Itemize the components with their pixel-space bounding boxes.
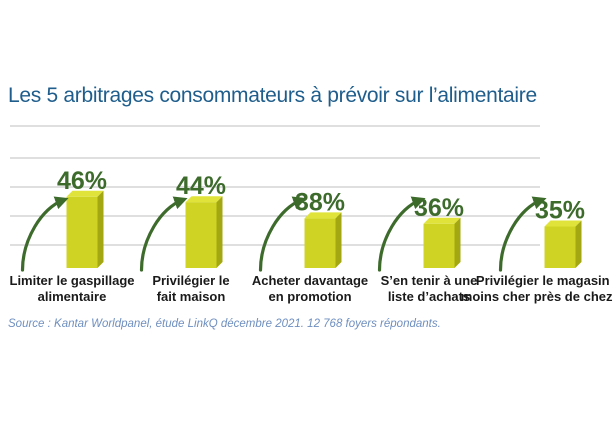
- category-label: Acheter davantage en promotion: [252, 273, 368, 304]
- bar: [304, 218, 336, 268]
- value-label: 38%: [295, 188, 345, 216]
- pointer-arrow: [258, 196, 307, 272]
- value-label: 44%: [176, 172, 226, 200]
- category-label-line: Acheter davantage: [252, 273, 368, 288]
- category-label-line: moins cher près de chez moi: [461, 289, 614, 304]
- bar-group: 44% Privilégier le fait maison: [139, 172, 230, 304]
- bar-side-face: [575, 220, 582, 268]
- bar-top-face: [185, 196, 223, 203]
- bar-side-face: [97, 190, 104, 268]
- bar-side-face: [216, 196, 223, 268]
- category-label-line: Privilégier le magasin le: [476, 273, 614, 288]
- bar-top-face: [423, 217, 461, 224]
- pointer-arrow: [139, 196, 188, 272]
- category-label-line: Limiter le gaspillage: [10, 273, 135, 288]
- category-label-line: fait maison: [157, 289, 226, 304]
- bar: [66, 196, 98, 268]
- category-label-line: en promotion: [268, 289, 351, 304]
- category-label-line: Privilégier le: [152, 273, 229, 288]
- bar-group: 35%Privilégier le magasin le moins cher p…: [461, 196, 614, 304]
- pointer-arrow: [20, 196, 69, 272]
- bar-side-face: [335, 212, 342, 268]
- bar-group: 36% S’en tenir à une liste d’achats: [377, 194, 478, 304]
- bar: [185, 202, 217, 268]
- value-label: 36%: [414, 194, 464, 222]
- bar: [423, 223, 455, 268]
- value-label: 46%: [57, 167, 107, 195]
- category-label: Limiter le gaspillage alimentaire: [10, 273, 135, 304]
- bar: [544, 226, 576, 268]
- bar-top-face: [304, 212, 342, 219]
- category-label-line: S’en tenir à une: [381, 273, 478, 288]
- category-label: Privilégier le fait maison: [152, 273, 229, 304]
- bar-top-face: [544, 220, 582, 227]
- category-label-line: liste d’achats: [388, 289, 470, 304]
- source-note: Source : Kantar Worldpanel, étude LinkQ …: [8, 318, 441, 330]
- pointer-arrow: [377, 196, 426, 272]
- category-label-line: alimentaire: [38, 289, 107, 304]
- category-label: S’en tenir à une liste d’achats: [381, 273, 478, 304]
- pointer-arrow: [498, 196, 547, 272]
- category-label: Privilégier le magasin le moins cher près…: [461, 273, 614, 304]
- bar-side-face: [454, 217, 461, 268]
- bar-group: 46% Limiter le gaspillage alimentaire: [10, 167, 135, 304]
- chart-title: Les 5 arbitrages consommateurs à prévoir…: [8, 84, 537, 107]
- bar-group: 38% Acheter davantage en promotion: [252, 188, 368, 304]
- bar-top-face: [66, 190, 104, 197]
